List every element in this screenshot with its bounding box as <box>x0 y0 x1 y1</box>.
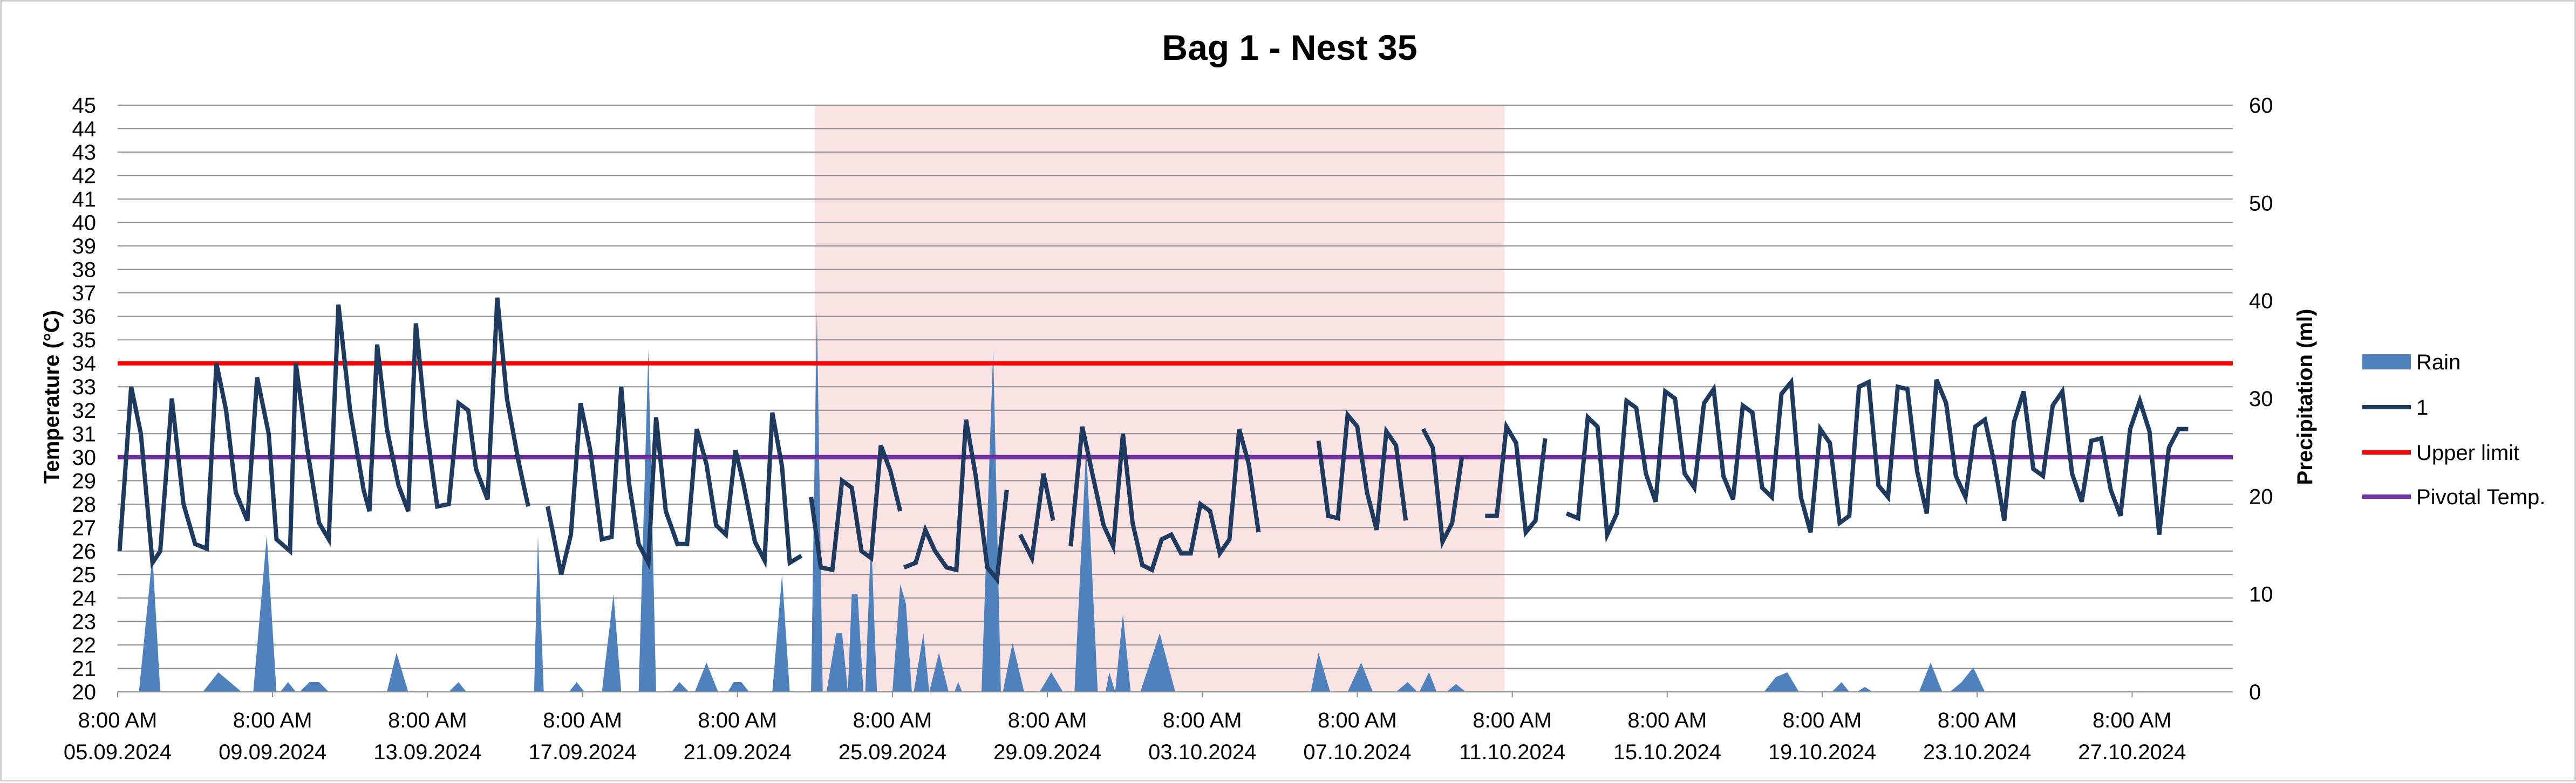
temperature-line-segment <box>809 444 903 573</box>
y-left-tick-label: 31 <box>72 422 97 446</box>
y-left-tick-label: 37 <box>72 281 97 305</box>
y-left-tick-label: 26 <box>72 540 97 564</box>
y-right-axis-title: Precipitation (ml) <box>2293 309 2317 485</box>
chart-title: Bag 1 - Nest 35 <box>1162 28 1417 67</box>
y-right-tick-label: 50 <box>2249 191 2273 215</box>
y-left-tick-label: 34 <box>72 352 97 376</box>
y-left-tick-label: 35 <box>72 328 97 352</box>
x-tick-time-label: 8:00 AM <box>1627 709 1707 732</box>
legend: Rain 1 Upper limit Pivotal Temp. <box>2362 351 2545 509</box>
y-right-tick-label: 10 <box>2249 583 2273 607</box>
y-left-tick-label: 24 <box>72 587 97 610</box>
legend-label: Rain <box>2416 351 2461 374</box>
legend-swatch-rain <box>2362 354 2411 369</box>
temperature-line-segment <box>1485 420 1548 538</box>
x-tick-time-label: 8:00 AM <box>2093 709 2172 732</box>
y-right-tick-label: 60 <box>2249 94 2273 118</box>
y-left-tick-label: 40 <box>72 211 97 235</box>
y-left-tick-label: 20 <box>72 681 97 704</box>
x-tick-time-label: 8:00 AM <box>1783 709 1862 732</box>
temperature-line-segment <box>117 297 530 569</box>
y-left-tick-label: 45 <box>72 94 97 118</box>
y-left-tick-label: 27 <box>72 516 97 540</box>
y-left-tick-label: 28 <box>72 493 97 517</box>
x-tick-date-label: 29.09.2024 <box>993 740 1101 764</box>
y-left-tick-label: 42 <box>72 164 97 188</box>
temperature-line-segment <box>1316 409 1408 531</box>
temperature-line-segment <box>1565 376 2189 543</box>
y-left-tick-label: 33 <box>72 375 97 399</box>
x-tick-date-label: 21.09.2024 <box>684 740 792 764</box>
legend-label: 1 <box>2416 396 2428 420</box>
temperature-line-segment <box>545 386 803 575</box>
y-left-tick-label: 22 <box>72 634 97 657</box>
x-tick-date-label: 11.10.2024 <box>1459 740 1565 764</box>
x-tick-date-label: 15.10.2024 <box>1613 740 1721 764</box>
x-tick-date-label: 13.09.2024 <box>373 740 481 764</box>
x-tick-time-label: 8:00 AM <box>1163 709 1242 732</box>
x-tick-time-label: 8:00 AM <box>233 709 312 732</box>
y-left-tick-label: 36 <box>72 305 97 329</box>
y-left-tick-label: 23 <box>72 610 97 634</box>
x-tick-time-label: 8:00 AM <box>698 709 777 732</box>
y-left-axis-title: Temperature (°C) <box>40 310 64 484</box>
x-tick-date-label: 27.10.2024 <box>2078 740 2186 764</box>
shaded-band <box>815 105 1505 692</box>
x-tick-time-label: 8:00 AM <box>78 709 158 732</box>
x-tick-date-label: 25.09.2024 <box>839 740 946 764</box>
x-tick-date-label: 07.10.2024 <box>1303 740 1411 764</box>
legend-label: Pivotal Temp. <box>2416 485 2545 509</box>
y-left-tick-label: 32 <box>72 399 97 423</box>
y-right-tick-label: 0 <box>2249 681 2261 704</box>
temperature-line-segment <box>1068 426 1261 573</box>
temperature-line-segment <box>903 419 1009 585</box>
x-tick-time-label: 8:00 AM <box>853 709 932 732</box>
x-tick-date-label: 19.10.2024 <box>1768 740 1876 764</box>
x-tick-time-label: 8:00 AM <box>1318 709 1397 732</box>
y-left-tick-label: 30 <box>72 446 97 470</box>
x-tick-time-label: 8:00 AM <box>1938 709 2017 732</box>
y-right-tick-label: 20 <box>2249 485 2273 509</box>
x-tick-date-label: 05.09.2024 <box>64 740 172 764</box>
x-tick-date-label: 23.10.2024 <box>1923 740 2031 764</box>
y-left-tick-label: 25 <box>72 563 97 587</box>
y-left-tick-label: 39 <box>72 235 97 258</box>
x-tick-time-label: 8:00 AM <box>388 709 467 732</box>
y-left-tick-label: 44 <box>72 118 97 141</box>
y-left-tick-label: 43 <box>72 141 97 164</box>
legend-label: Upper limit <box>2416 441 2519 465</box>
x-tick-time-label: 8:00 AM <box>1008 709 1087 732</box>
temperature-line-segment <box>1421 428 1464 550</box>
y-right-tick-label: 30 <box>2249 387 2273 411</box>
x-tick-time-label: 8:00 AM <box>543 709 622 732</box>
x-tick-date-label: 09.09.2024 <box>219 740 326 764</box>
y-left-tick-label: 38 <box>72 258 97 282</box>
x-tick-date-label: 03.10.2024 <box>1148 740 1256 764</box>
x-tick-date-label: 17.09.2024 <box>528 740 636 764</box>
x-tick-time-label: 8:00 AM <box>1473 709 1552 732</box>
y-left-tick-label: 29 <box>72 469 97 493</box>
rain-area-series <box>118 310 2233 692</box>
y-left-tick-label: 41 <box>72 188 97 211</box>
temperature-line-segment <box>1018 473 1055 566</box>
y-left-tick-label: 21 <box>72 657 97 681</box>
y-right-tick-label: 40 <box>2249 290 2273 313</box>
